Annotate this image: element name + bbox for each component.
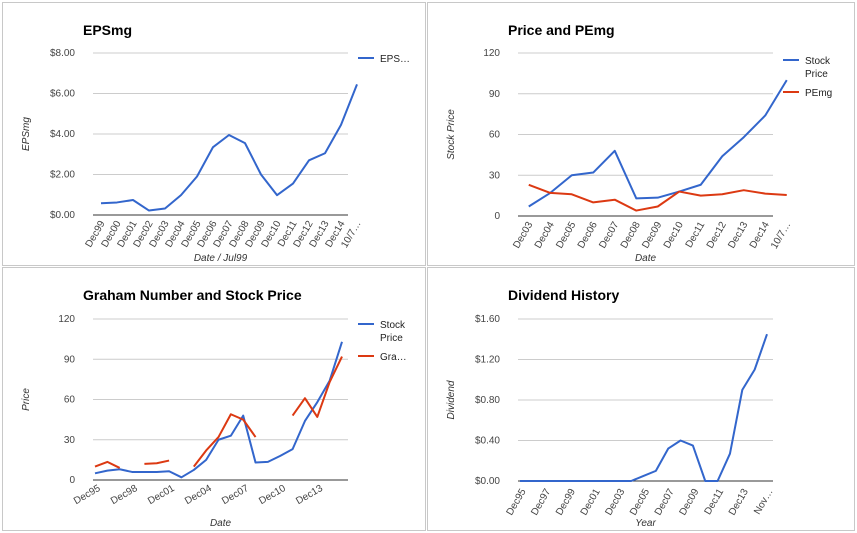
y-tick-label: $8.00 [50, 48, 75, 59]
y-tick-label: $0.00 [50, 210, 75, 221]
x-tick-label: Dec13 [727, 487, 751, 518]
y-tick-label: 0 [494, 211, 500, 222]
x-tick-label: Dec09 [640, 220, 664, 251]
x-axis-label: Year [635, 518, 656, 529]
y-tick-label: 90 [489, 89, 501, 100]
x-axis-label: Date [210, 518, 232, 529]
y-tick-label: $6.00 [50, 89, 75, 100]
y-tick-label: 0 [69, 475, 75, 486]
y-tick-label: 90 [64, 354, 76, 365]
x-tick-label: Dec95 [505, 487, 529, 518]
graham-chart-panel: Graham Number and Stock Price 0 30 60 90 120 P… [2, 267, 426, 531]
x-tick-label: Dec97 [529, 487, 553, 518]
series-line-1 [291, 356, 343, 418]
y-axis-label: Dividend [446, 380, 457, 419]
legend-label: Stock Price [805, 56, 831, 80]
y-tick-label: 30 [64, 435, 76, 446]
legend-label: PEmg [805, 88, 832, 99]
x-tick-label: Dec12 [705, 220, 729, 251]
y-axis-label: Price [21, 388, 32, 411]
x-tick-label: Dec98 [109, 483, 140, 507]
y-axis-label: Stock Price [446, 109, 457, 160]
x-tick-label: Dec09 [678, 487, 702, 518]
x-tick-label: Dec01 [146, 483, 177, 507]
x-tick-label: Dec95 [72, 483, 103, 507]
dividend-chart-panel: Dividend History $0.00 $0.40 $0.80 $1.20 $1.6… [427, 267, 855, 531]
x-tick-label: Dec05 [628, 487, 652, 518]
series-line-0 [520, 333, 768, 482]
x-axis-label: Date [635, 253, 657, 264]
y-tick-label: 120 [58, 314, 75, 325]
x-tick-label: Dec01 [579, 487, 603, 518]
y-tick-label: 60 [489, 130, 501, 141]
y-tick-label: $0.40 [475, 436, 500, 447]
chart-0-svg: EPSmg $0.00 $2.00 $4.00 $6.00 $8.00 EPSmg Date … [21, 22, 410, 264]
y-axis-label: EPSmg [21, 117, 32, 151]
y-tick-label: 120 [483, 48, 500, 59]
x-tick-label: Dec04 [183, 483, 214, 507]
x-tick-label: Dec11 [703, 487, 727, 517]
x-tick-label: Nov… [752, 487, 775, 517]
series-line-1 [528, 183, 787, 212]
legend-label: EPS… [380, 54, 410, 65]
legend-label: Gra… [380, 352, 407, 363]
series-line-0 [528, 79, 788, 208]
y-tick-label: $2.00 [50, 170, 75, 181]
x-tick-label: Dec08 [619, 220, 643, 251]
chart-2-svg: Graham Number and Stock Price 0 30 60 90 120 P… [21, 287, 407, 529]
x-tick-label: Dec04 [533, 220, 557, 251]
x-tick-label: Dec13 [726, 220, 750, 251]
series-line-0 [100, 84, 358, 212]
x-tick-label: Dec10 [257, 483, 288, 507]
series-line-1 [94, 460, 121, 469]
chart-title: Dividend History [508, 287, 619, 303]
x-tick-label: Dec07 [220, 483, 251, 507]
x-tick-label: Dec07 [597, 220, 621, 251]
y-tick-label: $1.20 [475, 355, 500, 366]
y-tick-label: $4.00 [50, 129, 75, 140]
y-tick-label: 30 [489, 170, 501, 181]
x-tick-label: Dec13 [294, 483, 325, 507]
chart-title: EPSmg [83, 22, 132, 38]
series-line-0 [94, 341, 343, 479]
chart-3-svg: Dividend History $0.00 $0.40 $0.80 $1.20 $1.6… [446, 287, 776, 529]
x-tick-label: Dec07 [653, 487, 677, 518]
legend-label: Stock Price [380, 320, 406, 344]
x-axis-label: Date / Jul99 [194, 253, 248, 264]
chart-title: Price and PEmg [508, 22, 615, 38]
series-line-1 [193, 413, 257, 468]
y-tick-label: $0.80 [475, 395, 500, 406]
series-line-1 [144, 459, 170, 465]
x-tick-label: Dec03 [511, 220, 535, 251]
chart-1-svg: Price and PEmg 0 30 60 90 120 Stock Price Date D… [446, 22, 832, 264]
x-tick-label: Dec99 [554, 487, 578, 518]
y-tick-label: $1.60 [475, 314, 500, 325]
y-tick-label: 60 [64, 395, 76, 406]
x-tick-label: Dec06 [576, 220, 600, 251]
x-tick-label: Dec03 [603, 487, 627, 518]
x-tick-label: Dec10 [662, 220, 686, 251]
x-tick-label: 10/7… [769, 220, 793, 251]
eps-chart-panel: EPSmg $0.00 $2.00 $4.00 $6.00 $8.00 EPSmg Date … [2, 2, 426, 266]
y-tick-label: $0.00 [475, 476, 500, 487]
chart-title: Graham Number and Stock Price [83, 287, 302, 303]
x-tick-label: Dec05 [554, 220, 578, 251]
price-pe-chart-panel: Price and PEmg 0 30 60 90 120 Stock Price Date D… [427, 2, 855, 266]
